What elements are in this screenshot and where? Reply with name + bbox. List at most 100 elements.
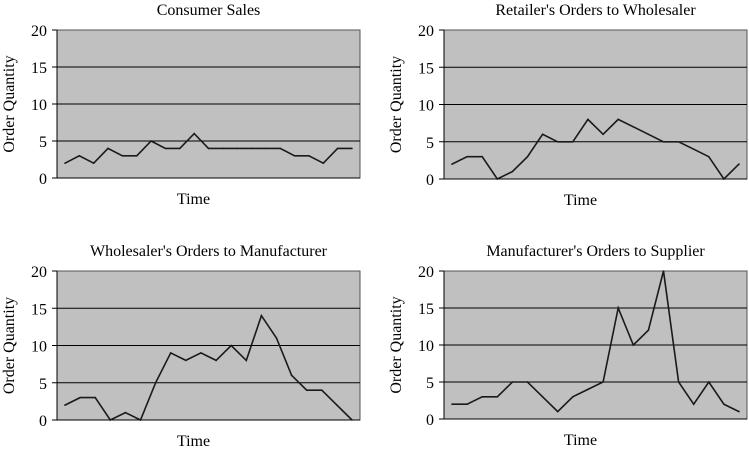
y-tick-label: 0: [39, 413, 47, 430]
data-point: [92, 162, 95, 164]
data-point: [336, 147, 339, 150]
y-tick-label: 20: [418, 23, 434, 40]
data-point: [526, 381, 529, 383]
data-point: [64, 162, 66, 164]
data-point: [351, 419, 353, 421]
y-tick-label: 15: [418, 301, 434, 318]
series-line: [452, 270, 740, 413]
data-point: [245, 359, 248, 362]
chart-title: Wholesaler's Orders to Manufacturer: [90, 243, 328, 260]
data-point: [135, 155, 138, 157]
data-point: [481, 396, 484, 398]
data-point: [121, 155, 124, 157]
data-point: [260, 314, 263, 317]
y-tick-label: 0: [426, 412, 434, 429]
data-point: [602, 133, 604, 136]
x-axis-label: Time: [564, 432, 597, 449]
data-point: [723, 403, 725, 406]
data-point: [556, 410, 559, 413]
data-point: [265, 147, 267, 150]
data-point: [511, 170, 514, 173]
y-axis-label: Order Quantity: [1, 297, 18, 394]
y-tick-label: 20: [31, 264, 47, 281]
chart-title: Manufacturer's Orders to Supplier: [486, 243, 705, 260]
data-point: [707, 155, 710, 158]
y-tick-label: 0: [426, 172, 434, 189]
data-point: [677, 381, 680, 383]
data-point: [617, 307, 619, 309]
data-point: [662, 270, 665, 272]
data-point: [572, 396, 574, 398]
data-point: [647, 329, 650, 332]
data-point: [320, 389, 323, 392]
data-point: [293, 155, 296, 157]
data-point: [308, 155, 310, 157]
y-tick-label: 15: [31, 60, 47, 77]
y-axis-label: Order Quantity: [388, 56, 405, 153]
data-point: [556, 140, 559, 143]
data-point: [662, 140, 665, 143]
data-point: [230, 344, 232, 347]
data-point: [707, 381, 710, 383]
data-point: [738, 163, 740, 165]
data-point: [451, 403, 453, 406]
data-point: [124, 411, 127, 414]
data-point: [587, 388, 589, 391]
x-axis-label: Time: [177, 433, 210, 450]
y-tick-label: 5: [426, 375, 434, 392]
y-tick-label: 15: [31, 301, 47, 318]
data-point: [150, 140, 152, 142]
data-point: [677, 140, 680, 143]
chart-title: Consumer Sales: [157, 2, 261, 19]
data-point: [193, 132, 195, 135]
y-tick-label: 20: [418, 264, 434, 281]
data-point: [164, 147, 167, 150]
data-point: [222, 147, 224, 150]
data-point: [723, 178, 725, 180]
data-point: [481, 155, 484, 158]
x-axis-label: Time: [177, 191, 210, 208]
data-point: [207, 147, 210, 150]
data-point: [632, 344, 635, 346]
y-tick-label: 5: [39, 134, 47, 151]
chart-panel-4: 0 5 10 15 20 Manufacturer's Orders to Supplie…: [388, 243, 748, 449]
data-point: [511, 381, 514, 383]
chart-panel-2: 0 5 10 15 20 Retailer's Orders to Wholesaler T…: [388, 2, 748, 209]
data-point: [250, 147, 253, 150]
data-point: [109, 419, 112, 421]
y-tick-label: 10: [31, 97, 47, 114]
chart-panel-3: 0 5 10 15 20 Wholesaler's Orders to Manufactu…: [1, 243, 361, 450]
data-point: [526, 155, 529, 158]
data-point: [541, 396, 544, 398]
data-point: [602, 381, 604, 383]
data-point: [451, 163, 453, 165]
y-tick-label: 15: [418, 60, 434, 77]
y-tick-label: 10: [418, 338, 434, 355]
y-tick-label: 10: [418, 98, 434, 115]
data-point: [305, 389, 308, 392]
data-point: [200, 352, 202, 354]
data-point: [738, 410, 740, 413]
data-point: [617, 118, 619, 121]
data-point: [94, 396, 97, 399]
chart-panel-1: 0 5 10 15 20 Consumer Sales Time Order Quantity: [1, 2, 361, 208]
data-point: [572, 140, 574, 143]
data-point: [496, 396, 499, 398]
data-point: [78, 155, 81, 157]
data-point: [351, 147, 353, 150]
y-axis-label: Order Quantity: [1, 55, 18, 152]
y-axis-label: Order Quantity: [388, 296, 405, 393]
data-point: [466, 403, 468, 406]
data-point: [179, 147, 181, 150]
data-point: [275, 337, 278, 339]
data-point: [647, 133, 650, 136]
series-line: [64, 313, 353, 422]
data-point: [236, 147, 238, 150]
data-point: [279, 147, 282, 150]
y-tick-label: 10: [31, 339, 47, 356]
data-point: [169, 352, 172, 354]
data-point: [64, 404, 66, 406]
series-line: [451, 118, 740, 181]
y-tick-label: 20: [31, 23, 47, 40]
